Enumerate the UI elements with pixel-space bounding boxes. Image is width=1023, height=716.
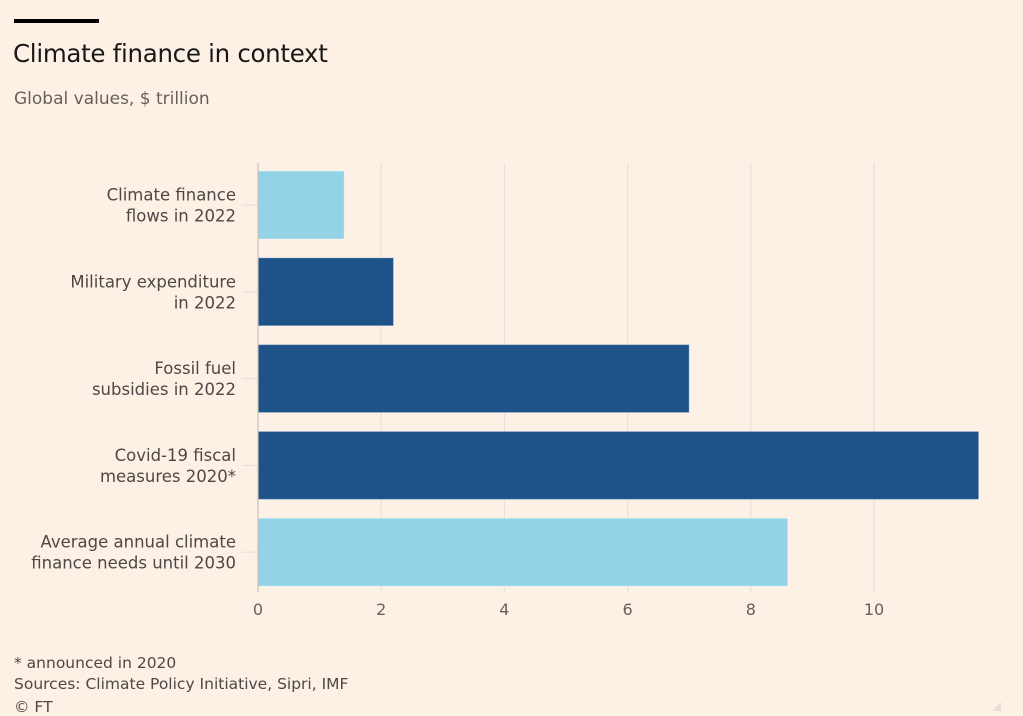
x-tick-label-10: 10 xyxy=(864,600,884,619)
title-rule xyxy=(14,19,99,23)
category-label-1-line-0: Military expenditure xyxy=(70,272,236,291)
bar-4 xyxy=(257,517,789,587)
bar-chart: 0 2 4 6 8 10 Climate finance flows in 2022 Milit… xyxy=(31,163,980,620)
axes xyxy=(242,163,259,592)
labels: 0 2 4 6 8 10 Climate finance flows in 2022 Milit… xyxy=(31,186,884,620)
x-tick-label-6: 6 xyxy=(623,600,633,619)
bar-1 xyxy=(257,257,395,327)
x-tick-label-2: 2 xyxy=(376,600,386,619)
bar-0 xyxy=(257,170,345,240)
x-tick-label-4: 4 xyxy=(499,600,509,619)
category-label-1-line-1: in 2022 xyxy=(174,293,236,312)
category-label-2-line-0: Fossil fuel xyxy=(154,359,236,378)
category-label-2-line-1: subsidies in 2022 xyxy=(92,380,236,399)
copyright: © FT xyxy=(14,698,53,716)
x-tick-label-0: 0 xyxy=(253,600,263,619)
sources-note: Sources: Climate Policy Initiative, Sipr… xyxy=(14,675,349,693)
category-label-0-line-0: Climate finance xyxy=(107,186,236,205)
category-label-3-line-0: Covid-19 fiscal xyxy=(115,446,236,465)
category-label-0-line-1: flows in 2022 xyxy=(126,207,236,226)
resize-grip-icon xyxy=(993,702,1001,711)
footnote-asterisk: * announced in 2020 xyxy=(14,654,177,672)
category-label-4-line-0: Average annual climate xyxy=(41,533,236,552)
chart-subtitle: Global values, $ trillion xyxy=(14,89,210,109)
bar-3 xyxy=(257,430,980,500)
category-label-3-line-1: measures 2020* xyxy=(100,467,236,486)
bar-2 xyxy=(257,344,690,414)
footnotes: * announced in 2020 Sources: Climate Pol… xyxy=(14,653,348,695)
bars xyxy=(257,170,980,587)
category-label-4-line-1: finance needs until 2030 xyxy=(31,554,236,573)
chart-title: Climate finance in context xyxy=(13,39,328,68)
x-tick-label-8: 8 xyxy=(746,600,756,619)
